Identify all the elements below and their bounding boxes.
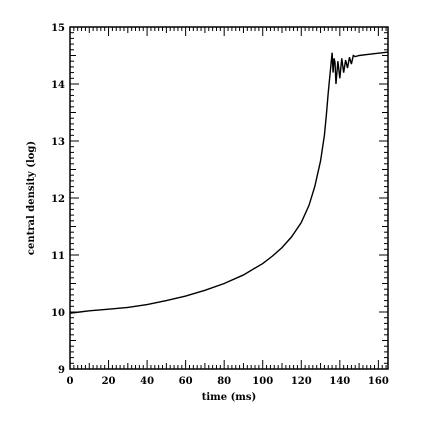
x-axis-label: time (ms) [202,392,257,403]
x-tick-label: 80 [217,376,231,387]
x-tick-label: 60 [179,376,193,387]
y-tick-label: 10 [51,308,65,319]
x-tick-label: 20 [102,376,116,387]
x-tick-label: 40 [140,376,154,387]
y-axis-label: central density (log) [26,141,37,255]
series-line [69,51,389,314]
y-tick-label: 15 [51,23,65,34]
tick-labels-layer: 0 20 40 60 80 100 120 140 160 9 10 11 12 13 14 15 [51,23,389,387]
x-tick-label: 160 [368,376,389,387]
y-tick-label: 14 [51,80,65,91]
y-tick-label: 12 [51,194,65,205]
y-tick-label: 9 [58,365,65,376]
x-tick-label: 100 [252,376,273,387]
x-tick-label: 120 [291,376,312,387]
plot-frame [69,26,389,370]
y-tick-label: 11 [51,251,65,262]
x-tick-label: 140 [329,376,350,387]
y-tick-label: 13 [51,137,65,148]
x-tick-label: 0 [67,376,74,387]
